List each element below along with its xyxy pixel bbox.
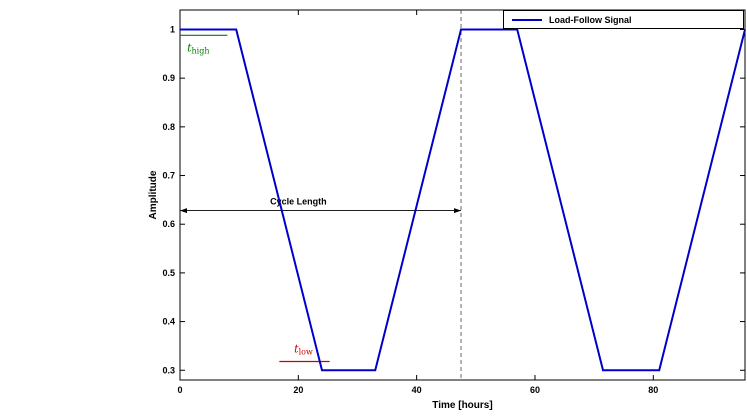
legend-line-sample bbox=[512, 18, 542, 21]
y-tick-label: 0.4 bbox=[162, 317, 175, 327]
x-axis-label: Time [hours] bbox=[432, 400, 492, 411]
y-axis-label: Amplitude bbox=[148, 170, 159, 219]
x-tick-label: 60 bbox=[530, 385, 540, 395]
legend: Load-Follow Signal bbox=[503, 10, 744, 29]
x-tick-label: 20 bbox=[293, 385, 303, 395]
x-tick-label: 40 bbox=[412, 385, 422, 395]
t-high-label: thigh bbox=[187, 41, 209, 55]
y-tick-label: 0.3 bbox=[162, 365, 175, 375]
y-tick-label: 0.7 bbox=[162, 171, 175, 181]
x-tick-label: 80 bbox=[648, 385, 658, 395]
cycle-length-arrowhead-right bbox=[454, 208, 462, 214]
y-tick-label: 0.8 bbox=[162, 122, 175, 132]
y-tick-label: 0.5 bbox=[162, 268, 175, 278]
x-tick-label: 0 bbox=[177, 385, 182, 395]
cycle-length-arrowhead-left bbox=[180, 208, 187, 214]
t-low-label: tlow bbox=[294, 342, 313, 356]
y-tick-label: 0.6 bbox=[162, 219, 175, 229]
plot-border bbox=[179, 9, 746, 381]
y-tick-label: 0.9 bbox=[162, 73, 175, 83]
signal-line bbox=[180, 28, 746, 372]
y-tick-label: 1 bbox=[170, 24, 175, 34]
legend-label: Load-Follow Signal bbox=[549, 14, 632, 25]
cycle-length-label: Cycle Length bbox=[270, 197, 327, 207]
